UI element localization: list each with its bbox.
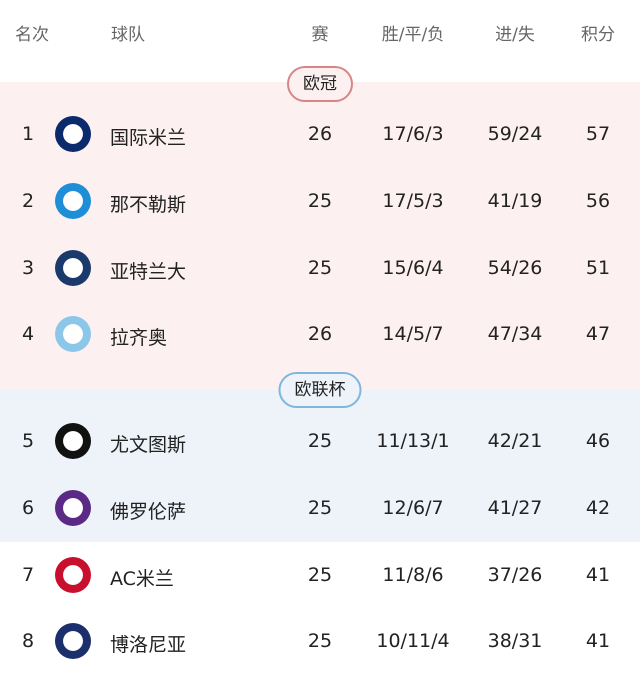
rank: 1 — [21, 123, 35, 145]
points: 41 — [585, 564, 611, 586]
milan-logo-icon — [55, 557, 91, 593]
points: 41 — [585, 630, 611, 652]
played: 25 — [307, 630, 333, 652]
wdl: 14/5/7 — [382, 323, 444, 345]
points: 51 — [585, 257, 611, 279]
header-rank: 名次 — [15, 25, 49, 45]
bologna-logo-icon — [55, 623, 91, 659]
goals: 59/24 — [487, 123, 543, 145]
played: 25 — [307, 564, 333, 586]
rank: 3 — [21, 257, 35, 279]
header-team: 球队 — [111, 25, 145, 45]
header-points: 积分 — [581, 25, 615, 45]
points: 56 — [585, 190, 611, 212]
table-row[interactable]: 1 国际米兰 26 17/6/3 59/24 57 — [0, 101, 640, 167]
napoli-logo-icon — [55, 183, 91, 219]
fiorentina-logo-icon — [55, 490, 91, 526]
wdl: 17/5/3 — [382, 190, 444, 212]
points: 42 — [585, 497, 611, 519]
team-name[interactable]: 国际米兰 — [110, 127, 187, 149]
wdl: 12/6/7 — [382, 497, 444, 519]
header-goals: 进/失 — [495, 25, 535, 45]
goals: 41/19 — [487, 190, 543, 212]
played: 26 — [307, 123, 333, 145]
wdl: 10/11/4 — [376, 630, 450, 652]
champions-league-badge: 欧冠 — [287, 66, 353, 102]
juventus-logo-icon — [55, 423, 91, 459]
europa-league-badge: 欧联杯 — [278, 372, 362, 408]
played: 25 — [307, 430, 333, 452]
wdl: 17/6/3 — [382, 123, 444, 145]
table-header: 名次 球队 赛 胜/平/负 进/失 积分 — [0, 0, 640, 62]
played: 25 — [307, 190, 333, 212]
team-name[interactable]: 拉齐奥 — [110, 327, 168, 349]
team-name[interactable]: 亚特兰大 — [110, 261, 187, 283]
europa-league-zone: 欧联杯 — [0, 372, 640, 542]
team-name[interactable]: 佛罗伦萨 — [110, 501, 187, 523]
played: 26 — [307, 323, 333, 345]
points: 46 — [585, 430, 611, 452]
goals: 42/21 — [487, 430, 543, 452]
table-row[interactable]: 6 佛罗伦萨 25 12/6/7 41/27 42 — [0, 475, 640, 541]
table-row[interactable]: 8 博洛尼亚 25 10/11/4 38/31 41 — [0, 608, 640, 674]
goals: 41/27 — [487, 497, 543, 519]
header-played: 赛 — [311, 25, 329, 45]
points: 47 — [585, 323, 611, 345]
wdl: 11/8/6 — [382, 564, 444, 586]
table-row[interactable]: 5 尤文图斯 25 11/13/1 42/21 46 — [0, 408, 640, 474]
goals: 37/26 — [487, 564, 543, 586]
champions-league-zone: 欧冠 — [0, 66, 640, 390]
played: 25 — [307, 257, 333, 279]
table-row[interactable]: 7 AC米兰 25 11/8/6 37/26 41 — [0, 542, 640, 608]
rank: 2 — [21, 190, 35, 212]
played: 25 — [307, 497, 333, 519]
rank: 5 — [21, 430, 35, 452]
points: 57 — [585, 123, 611, 145]
header-wdl: 胜/平/负 — [381, 25, 445, 45]
rank: 7 — [21, 564, 35, 586]
goals: 54/26 — [487, 257, 543, 279]
table-row[interactable]: 3 亚特兰大 25 15/6/4 54/26 51 — [0, 235, 640, 301]
rank: 8 — [21, 630, 35, 652]
inter-logo-icon — [55, 116, 91, 152]
goals: 47/34 — [487, 323, 543, 345]
team-name[interactable]: 博洛尼亚 — [110, 634, 187, 656]
team-name[interactable]: AC米兰 — [110, 568, 174, 590]
table-row[interactable]: 4 拉齐奥 26 14/5/7 47/34 47 — [0, 301, 640, 367]
table-row[interactable]: 2 那不勒斯 25 17/5/3 41/19 56 — [0, 168, 640, 234]
team-name[interactable]: 那不勒斯 — [110, 194, 187, 216]
wdl: 11/13/1 — [376, 430, 450, 452]
lazio-logo-icon — [55, 316, 91, 352]
team-name[interactable]: 尤文图斯 — [110, 434, 187, 456]
goals: 38/31 — [487, 630, 543, 652]
wdl: 15/6/4 — [382, 257, 444, 279]
rank: 4 — [21, 323, 35, 345]
rank: 6 — [21, 497, 35, 519]
atalanta-logo-icon — [55, 250, 91, 286]
